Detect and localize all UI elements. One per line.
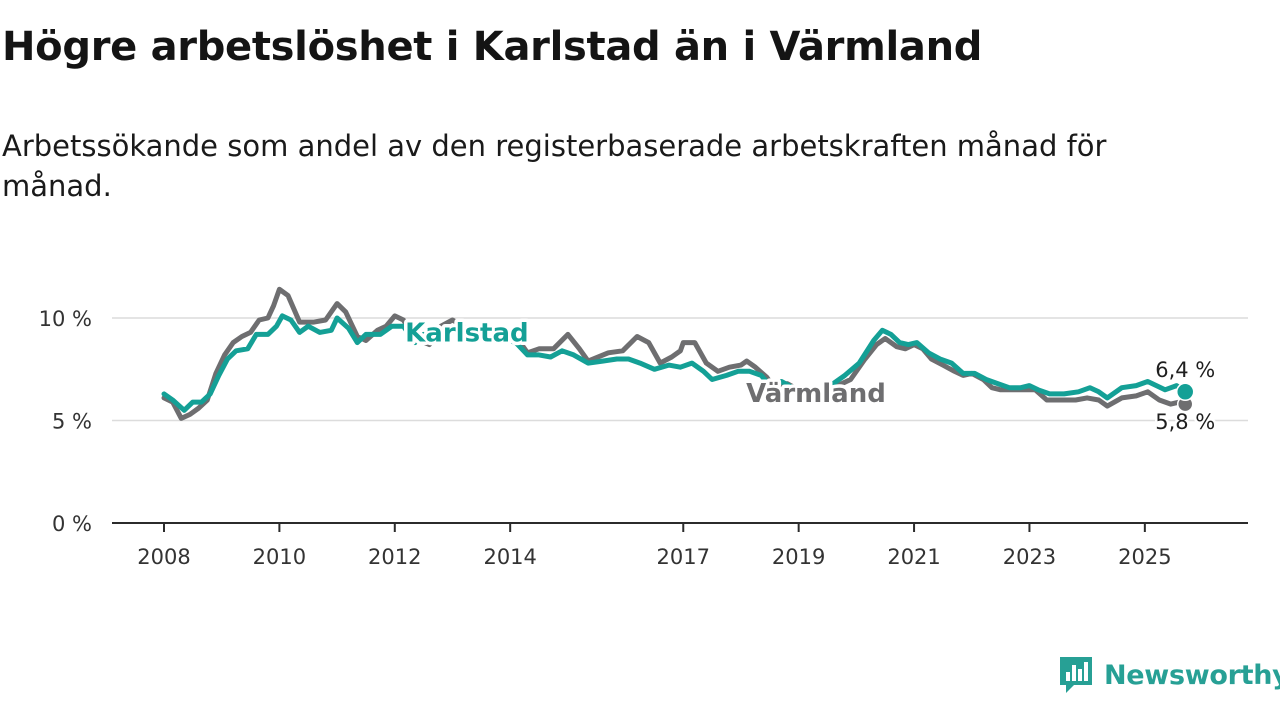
- newsworthy-logo-icon: [1060, 657, 1092, 693]
- x-tick-label: 2014: [483, 545, 536, 569]
- y-axis-tick-labels: 0 % 5 % 10 %: [39, 307, 92, 536]
- x-tick-label: 2019: [772, 545, 825, 569]
- chart-subtitle: Arbetssökande som andel av den registerb…: [2, 129, 1107, 203]
- x-tick-label: 2023: [1003, 545, 1056, 569]
- x-tick-label: 2021: [887, 545, 940, 569]
- x-tick-label: 2008: [137, 545, 190, 569]
- brand-name: Newsworthy: [1104, 659, 1280, 691]
- newsworthy-logo: Newsworthy: [1058, 654, 1280, 696]
- y-tick-label: 5 %: [52, 410, 92, 434]
- end-label-karlstad: 6,4 %: [1155, 358, 1215, 382]
- annotation-varmland: Värmland: [746, 379, 886, 409]
- x-tick-label: 2010: [253, 545, 306, 569]
- series-annotations: Karlstad Värmland: [402, 315, 890, 412]
- end-dot-karlstad: [1175, 382, 1195, 402]
- series-lines: [161, 286, 1188, 421]
- end-markers: 5,8 % 6,4 %: [1153, 355, 1218, 436]
- y-tick-label: 10 %: [39, 307, 92, 331]
- x-axis-ticks: 2008 2010 2012 2014 2017 2019 2021 2023 2025: [137, 523, 1172, 569]
- x-tick-label: 2017: [657, 545, 710, 569]
- gridlines: [112, 317, 1248, 524]
- x-tick-label: 2025: [1118, 545, 1171, 569]
- y-tick-label: 0 %: [52, 512, 92, 536]
- annotation-karlstad: Karlstad: [405, 319, 529, 349]
- series-line-karlstad: [161, 313, 1188, 413]
- chart-title: Högre arbetslöshet i Karlstad än i Värml…: [2, 24, 983, 70]
- end-label-varmland: 5,8 %: [1155, 410, 1215, 434]
- series-line-varmland: [161, 286, 1188, 421]
- x-tick-label: 2012: [368, 545, 421, 569]
